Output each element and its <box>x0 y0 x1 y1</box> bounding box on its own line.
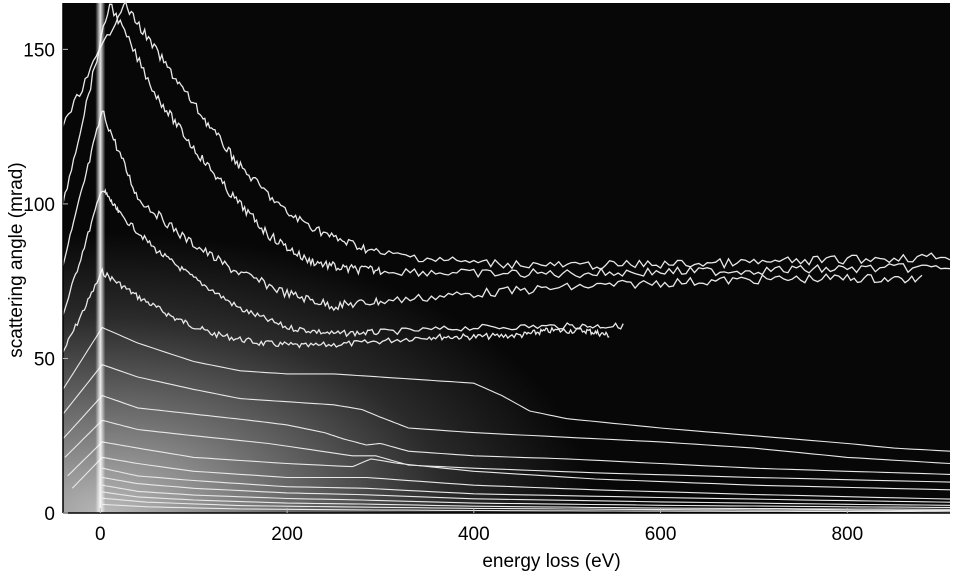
contour-layer <box>62 0 951 513</box>
contour-line <box>62 267 610 353</box>
contour-line <box>62 326 951 452</box>
contour-line <box>102 467 951 503</box>
x-tick-label: 400 <box>458 524 490 545</box>
x-tick-label: 800 <box>831 524 863 545</box>
intensity-glow <box>63 3 950 513</box>
y-tick-label: 0 <box>44 504 55 525</box>
contour-line <box>62 188 624 338</box>
y-tick-label: 50 <box>34 349 55 370</box>
zero-loss-peak <box>95 3 106 513</box>
contour-line <box>67 441 951 491</box>
contour-line <box>71 456 951 500</box>
x-tick-label: 200 <box>271 524 303 545</box>
contour-line <box>62 110 923 312</box>
contour-line <box>102 484 950 508</box>
y-tick-label: 100 <box>23 195 55 216</box>
x-tick-label: 0 <box>95 524 106 545</box>
x-tick-label: 600 <box>645 524 677 545</box>
contour-line <box>62 3 951 279</box>
contour-line <box>102 491 950 510</box>
contour-line <box>62 363 951 465</box>
x-axis-label: energy loss (eV) <box>482 551 620 572</box>
contour-line <box>64 419 951 483</box>
contour-line <box>102 503 951 513</box>
contour-line <box>102 476 951 506</box>
axes: 0 200 400 600 800 0 50 100 150 <box>23 3 950 545</box>
y-axis-label: scattering angle (mrad) <box>6 162 27 357</box>
contour-line <box>62 0 951 271</box>
contour-line <box>102 497 950 512</box>
y-tick-label: 150 <box>23 40 55 61</box>
contour-line <box>62 394 951 475</box>
